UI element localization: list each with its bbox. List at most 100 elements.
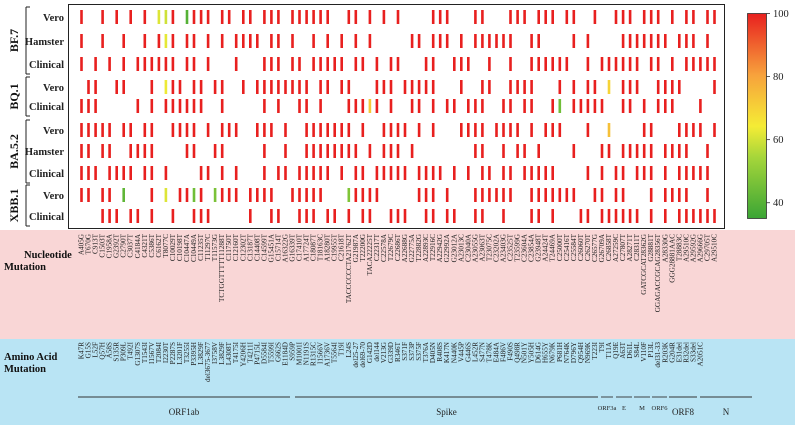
heatmap-cell <box>361 166 365 180</box>
aa-mutation-label: R32del <box>682 342 690 363</box>
heatmap-cell <box>270 209 273 223</box>
aa-mutation-label: Y505H <box>528 342 536 363</box>
aa-mutation-label: G204R <box>668 342 676 363</box>
heatmap-cell <box>347 80 351 94</box>
heatmap-cell <box>129 10 132 24</box>
heatmap-cell <box>586 80 590 94</box>
heatmap-cell <box>242 34 245 48</box>
heatmap-cell <box>178 123 182 137</box>
nt-mutation-label: T23599G <box>514 234 522 262</box>
heatmap-cell <box>453 99 456 113</box>
heatmap-cell <box>340 123 343 137</box>
heatmap-cell <box>403 80 407 94</box>
heatmap-cell <box>706 166 709 180</box>
heatmap-cell <box>249 10 252 24</box>
nt-mutation-label: A23055G <box>471 234 479 262</box>
heatmap-cell <box>495 34 498 48</box>
heatmap-cell <box>495 188 498 202</box>
heatmap-cell <box>713 57 716 71</box>
heatmap-cell <box>614 57 618 71</box>
heatmap-cell <box>192 57 196 71</box>
heatmap-cell <box>593 80 597 94</box>
heatmap-cell <box>178 80 182 94</box>
heatmap-cell <box>150 188 154 202</box>
nt-mutation-label: C26577G <box>591 234 599 262</box>
heatmap-cell <box>502 144 505 158</box>
aa-mutation-label: Q19E <box>612 341 620 358</box>
heatmap-cell <box>635 209 639 223</box>
heatmap-cell <box>445 209 449 223</box>
heatmap-cell <box>298 80 301 94</box>
heatmap-cell <box>220 166 224 180</box>
heatmap-cell <box>438 34 442 48</box>
heatmap-cell <box>277 166 280 180</box>
heatmap-cell <box>101 123 104 137</box>
heatmap-cell <box>664 166 667 180</box>
heatmap-cell <box>642 99 646 113</box>
heatmap-cell <box>164 99 168 113</box>
heatmap-cell <box>481 144 484 158</box>
heatmap-cell <box>164 34 168 48</box>
heatmap-cell <box>509 99 512 113</box>
heatmap-cell <box>417 123 421 137</box>
aa-mutation-label: A58S <box>106 342 114 358</box>
heatmap-cell <box>305 80 308 94</box>
heatmap-cell <box>284 166 287 180</box>
heatmap-cell <box>621 57 625 71</box>
heatmap-cell <box>340 144 343 158</box>
aa-mutation-label: P2287S <box>169 342 177 364</box>
heatmap-cell <box>375 99 379 113</box>
nt-mutation-label: T22882G <box>415 234 423 262</box>
heatmap-cell <box>368 10 372 24</box>
heatmap-cell <box>713 10 716 24</box>
heatmap-cell <box>347 10 351 24</box>
heatmap-cell <box>699 209 702 223</box>
nt-mutation-label: A24424T <box>542 233 550 261</box>
heatmap-cell <box>678 123 681 137</box>
heatmap-cell <box>80 10 83 24</box>
heatmap-cell <box>537 34 540 48</box>
heatmap-cell <box>213 80 217 94</box>
heatmap-cell <box>164 57 168 71</box>
heatmap-cell <box>347 188 351 202</box>
heatmap-cell <box>347 123 351 137</box>
aa-mutation-label: T223I <box>591 341 599 359</box>
heatmap-cell <box>467 57 470 71</box>
heatmap-cell <box>614 188 618 202</box>
nt-mutation-label: G2392T <box>113 233 121 258</box>
heatmap-cell <box>656 80 660 94</box>
heatmap-cell <box>530 123 533 137</box>
heatmap-cell <box>481 123 484 137</box>
heatmap-cell <box>108 188 111 202</box>
heatmap-cell <box>438 166 442 180</box>
heatmap-cell <box>87 80 90 94</box>
heatmap-cell <box>150 99 154 113</box>
heatmap-cell <box>263 123 266 137</box>
heatmap-cell <box>453 209 456 223</box>
nt-mutation-label: C14599T <box>260 233 268 261</box>
nt-mutation-label: C11750T <box>225 233 233 260</box>
heatmap-cell <box>347 144 351 158</box>
heatmap-cell <box>516 123 519 137</box>
heatmap-cell <box>319 166 322 180</box>
heatmap-cell <box>445 188 449 202</box>
heatmap-cell <box>649 10 653 24</box>
nt-mutation-label: A28271T <box>626 233 634 261</box>
heatmap-cell <box>706 57 709 71</box>
nt-mutation-label: C11235T <box>197 233 205 260</box>
heatmap-cell <box>635 57 639 71</box>
heatmap-cell <box>706 188 709 202</box>
nt-mutation-label: C22578A <box>380 233 388 262</box>
aa-mutation-label: A2051C <box>696 342 704 367</box>
nt-mutation-label: C10447A <box>183 233 191 262</box>
heatmap-cell <box>649 57 653 71</box>
nt-mutation-label: C1503T <box>99 233 107 257</box>
nt-mutation-label: C13187T <box>246 233 254 261</box>
heatmap-cell <box>319 123 322 137</box>
heatmap-cell <box>220 10 224 24</box>
heatmap-cell <box>284 80 287 94</box>
heatmap-cell <box>375 166 379 180</box>
heatmap-cell <box>572 99 576 113</box>
heatmap-cell <box>256 188 259 202</box>
heatmap-cell <box>340 57 343 71</box>
